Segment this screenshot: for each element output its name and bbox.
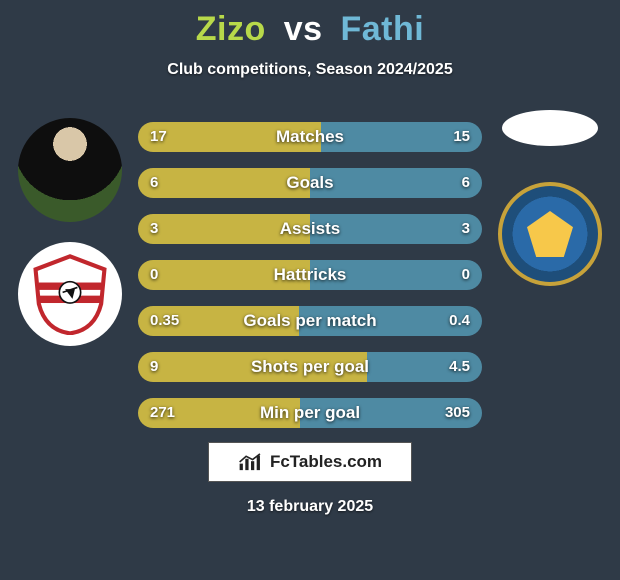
date-text: 13 february 2025 (0, 498, 620, 516)
stat-bar-track (138, 260, 482, 290)
stat-row: Hattricks00 (138, 260, 482, 292)
stat-bar-left-segment (138, 168, 310, 198)
stat-row: Goals per match0.350.4 (138, 306, 482, 338)
stat-bar-right-segment (310, 214, 482, 244)
stat-bar-track (138, 398, 482, 428)
stat-value-left: 6 (150, 168, 158, 198)
stat-value-right: 0 (462, 260, 470, 290)
stat-bar-left-segment (138, 260, 310, 290)
player2-avatar (502, 110, 598, 146)
brand-badge: FcTables.com (208, 442, 412, 482)
player2-name: Fathi (341, 10, 425, 48)
player2-club-logo (498, 182, 602, 286)
stat-row: Shots per goal94.5 (138, 352, 482, 384)
stat-bar-left-segment (138, 352, 367, 382)
stat-value-right: 6 (462, 168, 470, 198)
stat-bar-track (138, 306, 482, 336)
zamalek-shield-icon (29, 253, 111, 335)
stat-bar-right-segment (310, 260, 482, 290)
brand-text: FcTables.com (270, 452, 382, 472)
player1-name: Zizo (196, 10, 266, 48)
right-column (488, 110, 612, 286)
stat-value-right: 3 (462, 214, 470, 244)
stat-bar-left-segment (138, 214, 310, 244)
player1-club-logo (18, 242, 122, 346)
stat-value-right: 0.4 (449, 306, 470, 336)
stat-value-left: 17 (150, 122, 167, 152)
stat-value-left: 0 (150, 260, 158, 290)
pyramids-shield-icon (527, 211, 573, 257)
vs-text: vs (284, 10, 323, 48)
stat-row: Matches1715 (138, 122, 482, 154)
stat-bar-track (138, 168, 482, 198)
stat-value-right: 4.5 (449, 352, 470, 382)
stat-value-right: 15 (453, 122, 470, 152)
stats-bars: Matches1715Goals66Assists33Hattricks00Go… (138, 122, 482, 444)
stat-row: Goals66 (138, 168, 482, 200)
stat-value-left: 0.35 (150, 306, 179, 336)
stat-value-left: 271 (150, 398, 175, 428)
stat-value-left: 3 (150, 214, 158, 244)
stat-bar-right-segment (310, 168, 482, 198)
stat-row: Assists33 (138, 214, 482, 246)
left-column (8, 118, 132, 346)
stat-row: Min per goal271305 (138, 398, 482, 430)
stat-bar-track (138, 122, 482, 152)
subtitle: Club competitions, Season 2024/2025 (0, 61, 620, 79)
stat-bar-track (138, 214, 482, 244)
brand-chart-icon (238, 451, 264, 473)
stat-value-left: 9 (150, 352, 158, 382)
stat-value-right: 305 (445, 398, 470, 428)
comparison-title: Zizo vs Fathi (0, 0, 620, 49)
player1-avatar (18, 118, 122, 222)
stat-bar-track (138, 352, 482, 382)
